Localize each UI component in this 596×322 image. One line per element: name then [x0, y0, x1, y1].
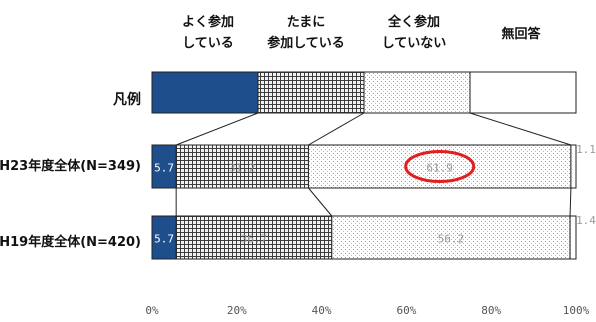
- connector-line: [308, 187, 333, 217]
- value-label: 5.7: [154, 233, 174, 246]
- legend-segment-noanswer: [469, 71, 577, 114]
- legend-bar: [151, 71, 577, 114]
- value-label: 56.2: [438, 233, 465, 246]
- connector-line: [175, 112, 259, 146]
- header-line: 参加している: [267, 35, 345, 51]
- value-label: 61.9: [426, 162, 453, 175]
- x-tick-label: 60%: [396, 304, 416, 317]
- header-group: よく参加 している たまに 参加している 全く参加 していない 無回答: [182, 14, 542, 51]
- bar-segment-often: [151, 144, 177, 189]
- legend-segment-sometimes: [257, 71, 365, 114]
- x-axis: 0% 20% 40% 60% 80% 100%: [145, 304, 589, 317]
- bars-group: [151, 144, 577, 260]
- row-label: H19年度全体(N=420): [0, 234, 141, 250]
- value-labels-group: 5.7 31.2 61.9 1.1 5.7 36.7 56.2 1.4: [154, 143, 596, 246]
- header-line: よく参加: [182, 14, 234, 30]
- connectors-group: [175, 112, 572, 217]
- legend-segment-never: [363, 71, 471, 114]
- x-tick-label: 20%: [227, 304, 247, 317]
- value-label: 36.7: [241, 233, 268, 246]
- connector-line: [569, 187, 572, 217]
- x-tick-label: 80%: [481, 304, 501, 317]
- bar-segment-noanswer: [570, 144, 577, 189]
- value-label: 1.1: [576, 143, 596, 156]
- header-line: 無回答: [501, 26, 541, 42]
- bar-segment-never: [331, 215, 571, 260]
- x-tick-label: 100%: [563, 304, 590, 317]
- header-line: 全く参加: [387, 14, 440, 30]
- header-line: たまに: [287, 15, 326, 30]
- connector-line: [469, 112, 572, 146]
- bar-segment-sometimes: [175, 144, 309, 189]
- x-tick-label: 0%: [145, 304, 159, 317]
- value-label: 1.4: [576, 214, 596, 227]
- legend-label: 凡例: [113, 91, 141, 108]
- bar-segment-noanswer: [569, 215, 577, 260]
- value-label: 5.7: [154, 162, 174, 175]
- highlight-group: [404, 150, 476, 183]
- highlight-ellipse: [404, 150, 476, 183]
- row-label: H23年度全体(N=349): [0, 158, 141, 174]
- x-tick-label: 40%: [312, 304, 332, 317]
- legend-segment-often: [151, 71, 259, 114]
- header-line: していない: [382, 36, 447, 51]
- header-line: している: [182, 36, 234, 51]
- bar-segment-sometimes: [175, 215, 333, 260]
- connector-line: [308, 112, 365, 146]
- value-label: 31.2: [229, 162, 256, 175]
